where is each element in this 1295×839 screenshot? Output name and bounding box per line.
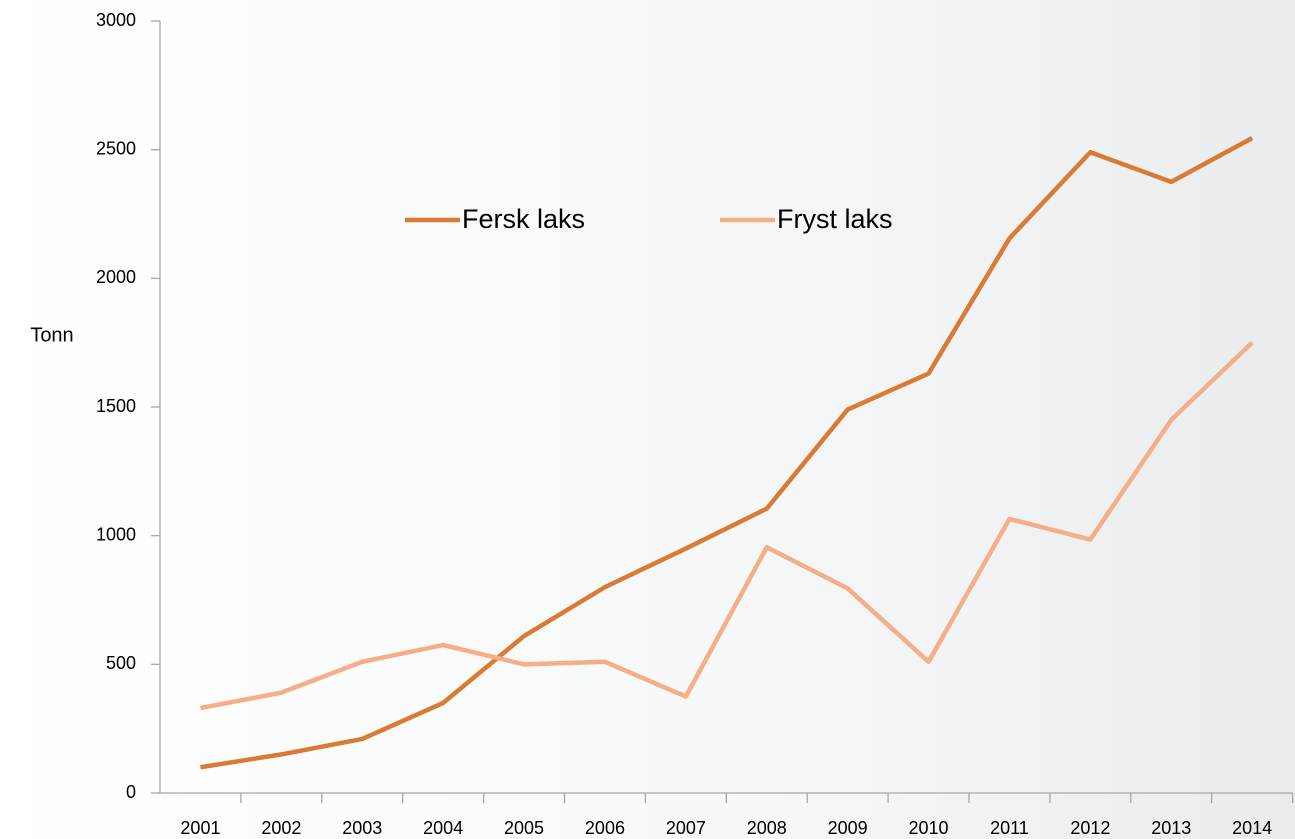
- series-line: [200, 136, 1254, 770]
- x-tick-label: 2003: [342, 818, 382, 838]
- series-line: [200, 341, 1254, 711]
- x-tick-label: 2001: [180, 818, 220, 838]
- x-tick-label: 2014: [1232, 818, 1272, 838]
- x-tick-label: 2006: [585, 818, 625, 838]
- y-axis-label: Tonn: [30, 324, 73, 346]
- x-tick-label: 2004: [423, 818, 463, 838]
- y-tick-label: 1000: [96, 524, 136, 544]
- x-tick-label: 2011: [990, 818, 1029, 838]
- legend-label: Fryst laks: [777, 204, 893, 234]
- y-tick-label: 3000: [96, 10, 136, 30]
- legend-label: Fersk laks: [462, 204, 585, 234]
- x-tick-label: 2009: [828, 818, 868, 838]
- x-tick-label: 2008: [747, 818, 787, 838]
- y-tick-label: 500: [106, 653, 136, 673]
- x-tick-label: 2005: [504, 818, 544, 838]
- x-tick-label: 2002: [261, 818, 301, 838]
- x-tick-label: 2012: [1070, 818, 1110, 838]
- y-tick-label: 1500: [96, 396, 136, 416]
- x-tick-label: 2007: [666, 818, 706, 838]
- x-tick-label: 2010: [909, 818, 949, 838]
- x-tick-label: 2013: [1151, 818, 1191, 838]
- y-tick-label: 2000: [96, 267, 136, 287]
- y-tick-label: 2500: [96, 138, 136, 158]
- y-tick-label: 0: [126, 782, 136, 802]
